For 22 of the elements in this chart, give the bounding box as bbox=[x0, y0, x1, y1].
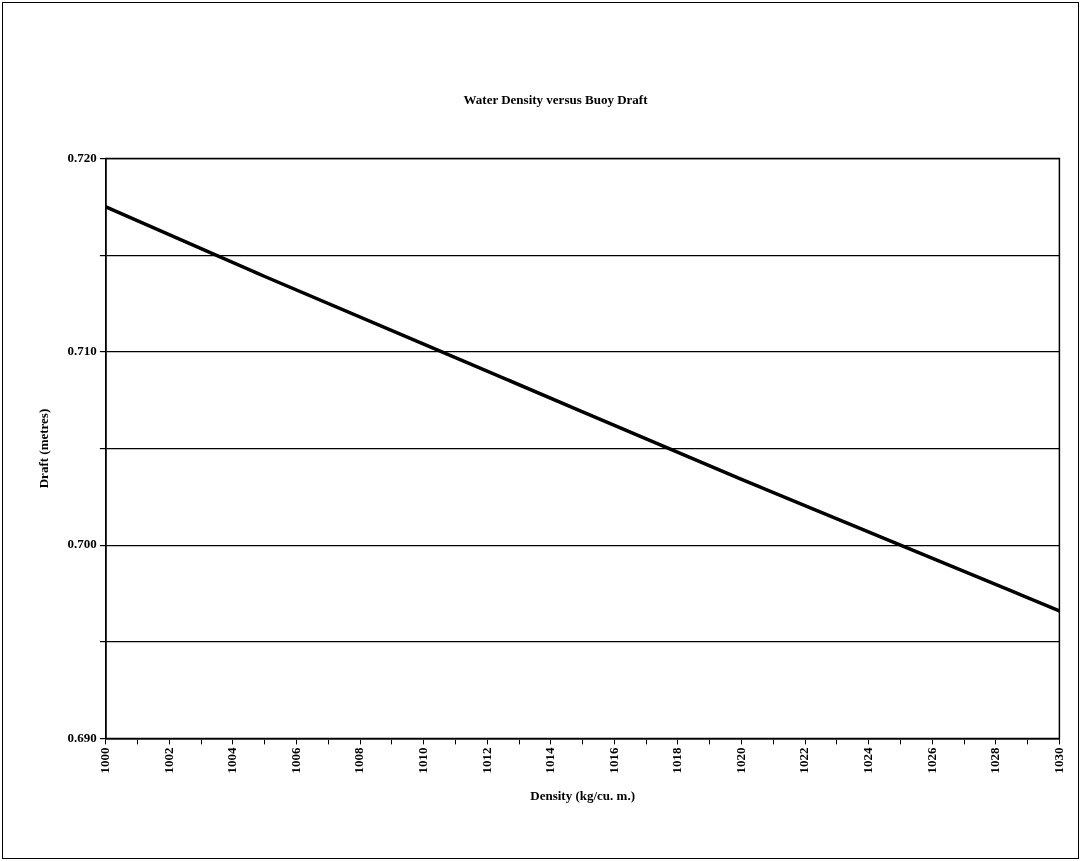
x-tick-label: 1006 bbox=[287, 746, 303, 774]
y-tick-label: 0.700 bbox=[67, 536, 97, 552]
x-tick-label: 1012 bbox=[478, 747, 494, 774]
x-tick-label: 1030 bbox=[1050, 747, 1066, 774]
x-tick-label: 1002 bbox=[160, 747, 176, 774]
y-axis-title: Draft (metres) bbox=[36, 408, 52, 489]
y-tick-label: 0.720 bbox=[67, 149, 97, 165]
y-tick-label: 0.690 bbox=[67, 729, 97, 745]
x-tick-label: 1000 bbox=[97, 747, 113, 774]
x-tick-label: 1024 bbox=[860, 746, 876, 774]
x-tick-label: 1026 bbox=[923, 746, 939, 774]
x-tick-label: 1028 bbox=[987, 746, 1003, 774]
y-tick-label: 0.710 bbox=[67, 343, 97, 359]
chart-title: Water Density versus Buoy Draft bbox=[463, 92, 649, 108]
x-tick-label: 1020 bbox=[732, 747, 748, 774]
x-tick-label: 1008 bbox=[351, 746, 367, 774]
x-tick-label: 1022 bbox=[796, 747, 812, 774]
x-tick-label: 1016 bbox=[605, 746, 621, 774]
x-tick-label: 1010 bbox=[415, 747, 431, 774]
x-tick-label: 1004 bbox=[224, 746, 240, 774]
x-tick-label: 1018 bbox=[669, 746, 685, 774]
x-tick-label: 1014 bbox=[542, 746, 558, 774]
